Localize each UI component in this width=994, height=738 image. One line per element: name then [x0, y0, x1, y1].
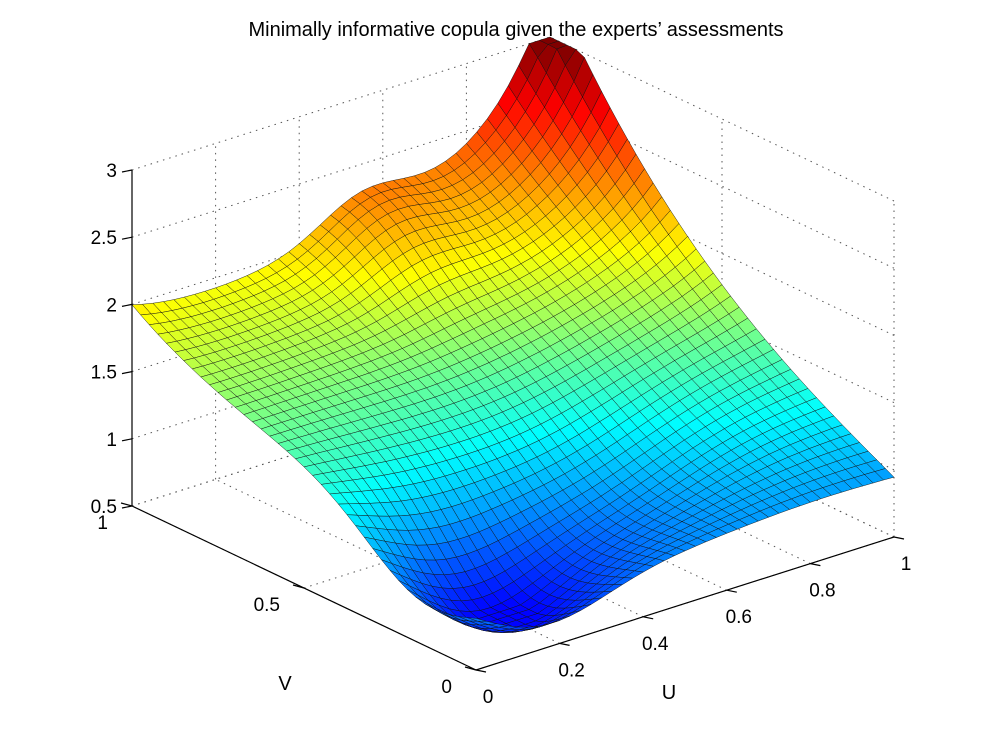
y-tick-label: 1 [97, 513, 108, 534]
z-tick-label: 2 [106, 295, 117, 316]
labels-layer: Minimally informative copula given the e… [248, 19, 783, 704]
x-tick-mark [893, 536, 905, 540]
y-tick-mark [120, 502, 133, 507]
x-tick-label: 0.6 [726, 607, 752, 628]
y-axis-label: V [278, 673, 292, 695]
y-tick-label: 0.5 [254, 595, 280, 616]
x-tick-mark [475, 669, 487, 673]
z-tick-label: 1 [106, 430, 117, 451]
z-tick-label: 0.5 [91, 497, 117, 518]
z-tick-mark [121, 303, 133, 307]
x-axis-label: U [662, 682, 676, 704]
x-tick-mark [643, 616, 654, 620]
z-tick-label: 2.5 [91, 228, 117, 249]
x-tick-mark [726, 589, 737, 593]
z-tick-label: 3 [106, 161, 117, 182]
surface-layer [131, 36, 895, 633]
z-tick-mark [121, 236, 133, 240]
y-tick-mark [464, 666, 477, 671]
surface-cell [467, 617, 487, 622]
x-tick-label: 0.2 [558, 660, 584, 681]
x-tick-label: 0.8 [809, 581, 835, 602]
z-tick-label: 1.5 [91, 363, 117, 384]
x-tick-label: 1 [901, 554, 912, 575]
z-tick-mark [121, 505, 133, 509]
x-tick-label: 0 [483, 687, 494, 708]
y-tick-label: 0 [441, 677, 452, 698]
x-tick-mark [810, 563, 821, 567]
z-tick-mark [121, 438, 133, 442]
chart-title: Minimally informative copula given the e… [248, 19, 783, 41]
z-tick-mark [121, 169, 133, 173]
x-tick-mark [559, 642, 570, 646]
x-axis-line [475, 536, 895, 671]
z-tick-mark [121, 371, 133, 375]
x-tick-label: 0.4 [642, 634, 669, 655]
y-tick-mark [292, 584, 305, 589]
